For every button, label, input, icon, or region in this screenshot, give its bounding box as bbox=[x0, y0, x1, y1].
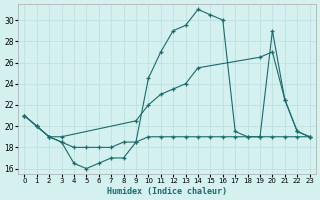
X-axis label: Humidex (Indice chaleur): Humidex (Indice chaleur) bbox=[107, 187, 227, 196]
